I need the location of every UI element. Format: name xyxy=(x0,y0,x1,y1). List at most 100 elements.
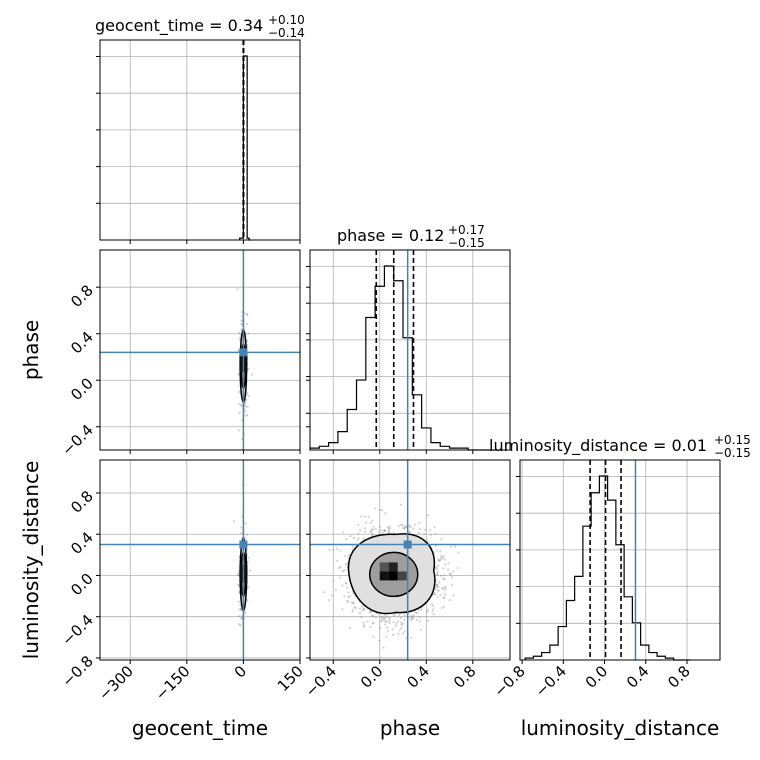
sample-point xyxy=(347,591,350,594)
sample-point xyxy=(240,617,243,620)
sample-point xyxy=(380,616,383,619)
sample-point xyxy=(441,556,444,559)
sample-point xyxy=(384,620,387,624)
sample-point xyxy=(374,507,377,510)
sample-point xyxy=(237,573,240,576)
sample-point xyxy=(436,589,439,592)
sample-point xyxy=(363,608,366,611)
sample-point xyxy=(457,551,460,554)
sample-point xyxy=(435,583,439,586)
sample-point xyxy=(334,588,338,592)
sample-point xyxy=(240,404,243,407)
sample-point xyxy=(415,619,419,622)
sample-point xyxy=(444,588,447,592)
sample-point xyxy=(443,558,446,561)
sample-point xyxy=(238,623,241,626)
sample-point xyxy=(383,529,387,532)
sample-point xyxy=(353,606,356,609)
sample-point xyxy=(388,525,391,528)
sample-point xyxy=(243,611,247,614)
sample-point xyxy=(437,585,440,588)
sample-point xyxy=(408,524,412,527)
sample-point xyxy=(439,555,443,558)
sample-point xyxy=(351,548,354,551)
sample-point xyxy=(431,610,434,613)
sample-point xyxy=(424,528,427,532)
sample-point xyxy=(398,629,401,632)
x-tick-label: 0.8 xyxy=(450,662,480,692)
sample-point xyxy=(352,536,356,540)
sample-point xyxy=(244,522,247,525)
sample-point xyxy=(418,620,421,623)
sample-point xyxy=(238,402,241,405)
density-cell xyxy=(388,562,398,572)
sample-point xyxy=(339,565,342,568)
sample-point xyxy=(351,545,354,548)
sample-point xyxy=(358,528,362,532)
sample-point xyxy=(388,527,391,530)
sample-point xyxy=(246,322,249,325)
sample-point xyxy=(370,528,373,531)
sample-point xyxy=(383,623,387,626)
title-geocent-time: geocent_time = 0.34 xyxy=(95,16,263,36)
sample-point xyxy=(341,608,344,611)
density-cell xyxy=(397,571,407,581)
sample-point xyxy=(400,523,404,526)
sample-point xyxy=(345,586,349,589)
sample-point xyxy=(246,313,249,316)
sample-point xyxy=(442,567,445,570)
sample-point xyxy=(429,533,432,536)
sample-point xyxy=(356,538,359,541)
histogram-phase xyxy=(309,265,497,451)
sample-point xyxy=(247,332,250,335)
sample-point xyxy=(412,527,415,530)
sample-point xyxy=(246,391,249,394)
x-tick-label: 150 xyxy=(274,662,307,695)
sample-point xyxy=(357,532,360,535)
sample-point xyxy=(411,617,414,620)
sample-point xyxy=(452,594,455,597)
sample-point xyxy=(442,555,445,558)
sample-point xyxy=(370,530,373,533)
sample-point xyxy=(439,550,442,553)
sample-point xyxy=(412,614,416,617)
sample-point xyxy=(410,619,413,622)
density-cell xyxy=(379,571,389,581)
sample-point xyxy=(439,574,443,577)
sample-point xyxy=(372,621,375,625)
x-tick-label: −0.8 xyxy=(490,662,528,700)
x-tick-label: 0.0 xyxy=(582,662,612,692)
sample-point xyxy=(237,390,241,393)
sample-point xyxy=(388,622,391,625)
sample-point xyxy=(440,538,443,541)
y-tick-label: 0.8 xyxy=(67,281,97,311)
y-tick-label: 0.8 xyxy=(67,487,97,517)
sample-point xyxy=(238,614,241,618)
y-tick-label: 0.4 xyxy=(67,328,97,358)
sample-point xyxy=(361,609,364,612)
x-tick-label: −0.4 xyxy=(532,662,570,700)
sample-point xyxy=(443,593,447,596)
density-cell xyxy=(388,571,398,581)
sample-point xyxy=(380,509,384,512)
sample-point xyxy=(249,569,252,572)
sample-point xyxy=(454,545,457,548)
sample-point xyxy=(332,548,335,551)
sample-point xyxy=(381,617,384,620)
sample-point xyxy=(348,595,351,598)
sample-point xyxy=(398,613,401,617)
sample-point xyxy=(427,540,430,543)
sample-point xyxy=(440,557,443,561)
sample-point xyxy=(374,527,377,530)
sample-point xyxy=(344,563,348,566)
sample-point xyxy=(426,608,429,611)
sample-point xyxy=(448,599,451,602)
density-cell xyxy=(379,562,389,572)
sample-point xyxy=(397,524,401,528)
panel-frame xyxy=(99,39,301,241)
sample-point xyxy=(330,594,333,597)
sample-point xyxy=(433,591,436,595)
sample-point xyxy=(371,533,374,536)
sample-point xyxy=(419,628,422,631)
